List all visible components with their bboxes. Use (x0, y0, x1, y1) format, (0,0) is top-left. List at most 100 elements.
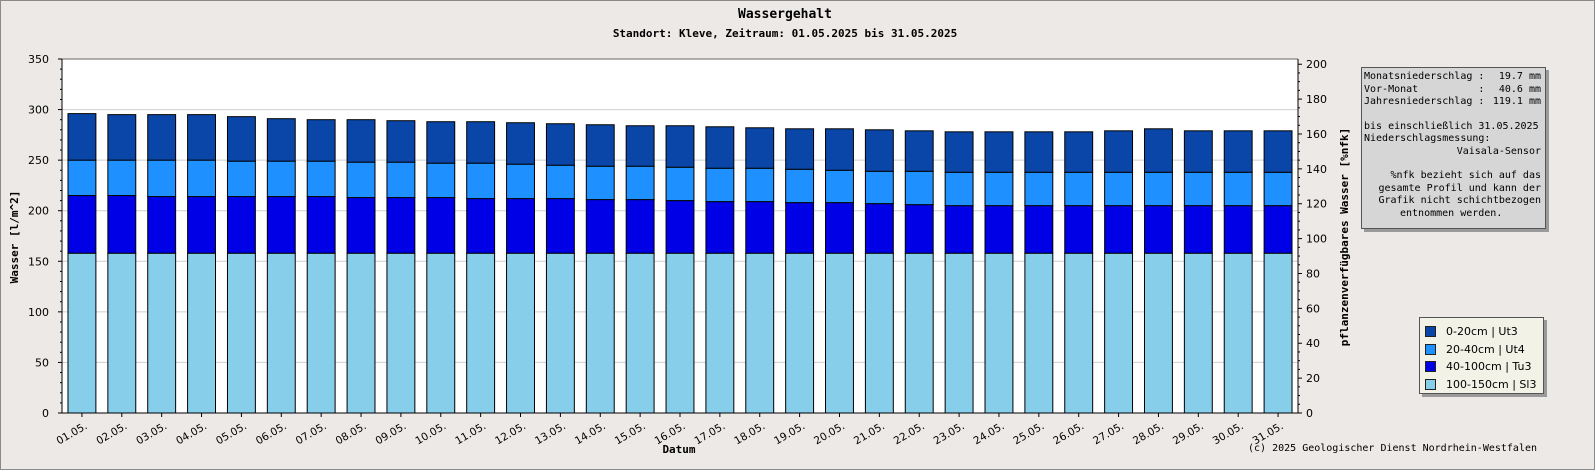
bar-segment (864, 203, 894, 254)
legend-swatch-0-20cm (1425, 326, 1436, 338)
bar-segment (1024, 131, 1054, 173)
bar-segment (585, 252, 615, 414)
info-previous-month-value: 40.6 mm (1498, 83, 1541, 95)
bar-segment (944, 171, 974, 207)
bar-segment (665, 166, 695, 202)
bar-segment (825, 202, 854, 254)
y-right-tick-label: 60 (1306, 302, 1320, 315)
bar-segment (1064, 252, 1094, 414)
bar-segment (825, 128, 854, 171)
bar-segment (825, 252, 854, 414)
info-monthly-precip: Monatsniederschlag : 19.7 mm (1364, 71, 1541, 84)
x-tick-label: 11.05. (453, 420, 488, 447)
copyright-text: (c) 2025 Geologischer Dienst Nordrhein-W… (1248, 443, 1537, 454)
y-right-tick-label: 40 (1306, 337, 1320, 350)
bar-segment (984, 131, 1014, 173)
chart-subtitle: Standort: Kleve, Zeitraum: 01.05.2025 bi… (613, 27, 957, 40)
bar-segment (904, 252, 934, 414)
bar-segment (386, 120, 416, 163)
bar-segment (1183, 130, 1213, 173)
bar-segment (705, 252, 735, 414)
legend-item-20-40cm: 20-40cm | Ut4 (1425, 341, 1543, 359)
info-sensor-name: Vaisala-Sensor (1456, 145, 1541, 157)
y-right-tick-label: 160 (1306, 128, 1327, 141)
bar-segment (1024, 252, 1054, 414)
bar-segment (785, 202, 815, 254)
bar-segment (107, 252, 137, 414)
bar-segment (147, 252, 177, 414)
info-yearly-precip-value: 119.1 mm (1492, 96, 1541, 107)
bar-segment (705, 126, 735, 169)
bar-segment (466, 121, 496, 164)
bar-segment (266, 252, 296, 414)
bar-segment (386, 252, 416, 414)
bar-segment (426, 121, 456, 164)
legend-label-40-100cm: 40-100cm | Tu3 (1446, 360, 1532, 374)
legend-label-100-150cm: 100-150cm | Sl3 (1446, 377, 1537, 391)
bar-segment (625, 125, 655, 167)
y-axis-label: Wasser [l/m^2] (8, 191, 21, 284)
bar-segment (506, 252, 535, 414)
legend-swatch-100-150cm (1425, 378, 1436, 390)
bar-segment (107, 114, 137, 161)
y-tick-label: 0 (42, 407, 49, 420)
bar-segment (585, 124, 615, 167)
bar-segment (67, 159, 97, 197)
bar-segment (107, 159, 137, 197)
bar-segment (1143, 128, 1173, 173)
info-measurement-date: bis einschließlich 31.05.2025 (1364, 120, 1539, 132)
bar-segment (1223, 130, 1253, 173)
bar-segment (785, 168, 815, 204)
y-tick-label: 250 (28, 154, 49, 167)
bar-segment (147, 196, 177, 254)
y-tick-label: 50 (35, 356, 49, 369)
bar-segment (705, 167, 735, 203)
info-note-line-2: gesamte Profil und kann der (1378, 182, 1541, 194)
bar-segment (984, 252, 1014, 414)
x-tick-label: 13.05. (533, 420, 568, 447)
bar-segment (346, 252, 376, 414)
x-tick-label: 22.05. (892, 420, 927, 447)
x-tick-label: 01.05. (55, 420, 90, 447)
bar-segment (904, 204, 934, 254)
bar-segment (1183, 171, 1213, 207)
legend-swatch-40-100cm (1425, 361, 1436, 373)
x-tick-label: 14.05. (573, 420, 608, 447)
y-right-tick-label: 0 (1306, 407, 1313, 420)
bar-segment (226, 116, 256, 162)
info-measurement-label: Niederschlagsmessung: (1364, 133, 1491, 144)
bar-segment (745, 127, 775, 169)
bar-segment (1143, 205, 1173, 254)
bar-segment (1104, 171, 1134, 207)
bar-segment (1064, 205, 1094, 254)
bar-segment (545, 123, 575, 166)
bar-segment (864, 129, 894, 172)
bar-segment (745, 201, 775, 254)
x-tick-label: 27.05. (1091, 420, 1126, 447)
bar-segment (346, 119, 376, 163)
bar-segment (1223, 205, 1253, 254)
bar-segment (386, 197, 416, 254)
y-right-tick-label: 120 (1306, 198, 1327, 211)
info-note-line-1: %nfk bezieht sich auf das (1390, 170, 1541, 181)
x-tick-label: 10.05. (413, 420, 448, 447)
bar-segment (187, 114, 217, 161)
bar-segment (665, 252, 695, 414)
bar-segment (226, 196, 256, 254)
x-axis-label: Datum (662, 443, 695, 456)
bar-segment (306, 196, 336, 254)
chart-title: Wassergehalt (738, 7, 832, 22)
x-tick-label: 08.05. (334, 420, 369, 447)
x-tick-label: 30.05. (1211, 420, 1246, 447)
x-tick-label: 03.05. (134, 420, 169, 447)
bar-segment (825, 169, 854, 204)
bar-segment (1024, 205, 1054, 254)
info-note-line-3: Grafik nicht schichtbezogen (1378, 195, 1541, 206)
bar-segment (1104, 130, 1134, 173)
bar-segment (1143, 252, 1173, 414)
bar-segment (984, 205, 1014, 254)
bar-segment (1223, 171, 1253, 207)
bar-segment (944, 205, 974, 254)
bar-segment (1143, 171, 1173, 207)
